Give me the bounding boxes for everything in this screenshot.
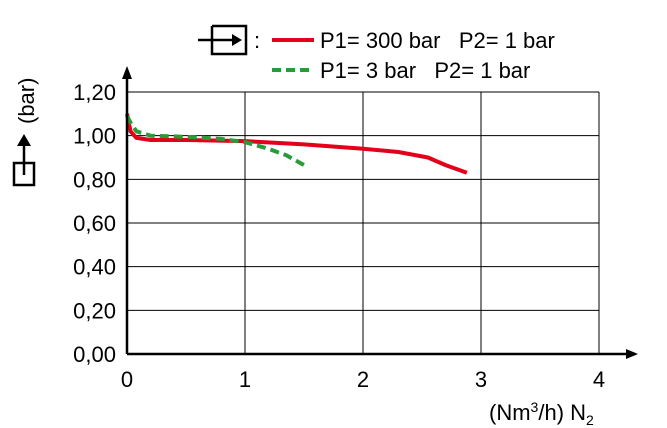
x-axis-label: (Nm3/h) N2 bbox=[489, 399, 594, 428]
axes bbox=[122, 66, 638, 359]
y-tick-label: 0,60 bbox=[73, 211, 116, 236]
x-tick-label: 1 bbox=[239, 367, 251, 392]
y-axis-title: (bar) bbox=[12, 78, 39, 187]
x-axis-arrow bbox=[626, 349, 638, 359]
y-tick-label: 0,00 bbox=[73, 342, 116, 367]
y-tick-label: 1,20 bbox=[73, 80, 116, 105]
series-layer bbox=[125, 113, 468, 175]
y-axis-label: (bar) bbox=[14, 78, 39, 124]
series-line-2 bbox=[125, 115, 305, 167]
legend: : P1= 300 bar P2= 1 bar P1= 3 bar P2= 1 … bbox=[198, 24, 555, 83]
x-tick-label: 4 bbox=[593, 367, 605, 392]
tick-labels: 0,00 0,20 0,40 0,60 0,80 1,00 1,20 0 1 2 3 4 bbox=[73, 80, 605, 392]
x-tick-label: 2 bbox=[357, 367, 369, 392]
legend-colon: : bbox=[254, 28, 260, 53]
series-line-1 bbox=[125, 113, 468, 175]
y-tick-label: 1,00 bbox=[73, 124, 116, 149]
inlet-port-icon bbox=[198, 24, 248, 56]
legend-label-series-1: P1= 300 bar P2= 1 bar bbox=[320, 28, 555, 53]
y-tick-label: 0,40 bbox=[73, 255, 116, 280]
x-tick-label: 3 bbox=[475, 367, 487, 392]
grid bbox=[127, 91, 600, 354]
x-tick-label: 0 bbox=[121, 367, 133, 392]
y-tick-label: 0,80 bbox=[73, 167, 116, 192]
outlet-port-icon bbox=[12, 134, 36, 187]
y-axis-arrow bbox=[122, 66, 132, 79]
legend-label-series-2: P1= 3 bar P2= 1 bar bbox=[320, 58, 530, 83]
y-tick-label: 0,20 bbox=[73, 298, 116, 323]
